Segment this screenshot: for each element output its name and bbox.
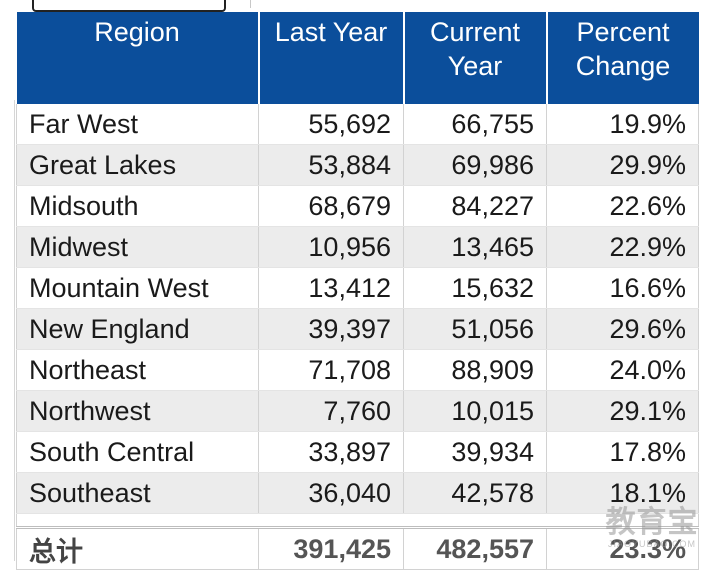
header-last-year: Last Year — [257, 12, 404, 104]
left-border-line — [14, 100, 15, 561]
table-row: Mountain West 13,412 15,632 16.6% — [16, 267, 699, 309]
total-label: 总计 — [16, 526, 259, 570]
cell-current-year: 51,056 — [403, 308, 547, 350]
total-current-year: 482,557 — [403, 526, 547, 570]
table-row: Far West 55,692 66,755 19.9% — [16, 104, 699, 145]
cell-percent-change: 16.6% — [546, 267, 699, 309]
cell-current-year: 15,632 — [403, 267, 547, 309]
cell-region: Midwest — [16, 226, 259, 268]
cell-current-year: 10,015 — [403, 390, 547, 432]
cell-percent-change: 29.1% — [546, 390, 699, 432]
header-row: Region Last Year Current Year Percent Ch… — [16, 12, 699, 104]
cell-last-year: 55,692 — [258, 104, 404, 145]
table-body: Far West 55,692 66,755 19.9% Great Lakes 53,8… — [16, 104, 699, 528]
cell-current-year: 39,934 — [403, 431, 547, 473]
cell-last-year: 68,679 — [258, 185, 404, 227]
cell-region: Southeast — [16, 472, 259, 514]
cell-last-year: 36,040 — [258, 472, 404, 514]
cell-current-year: 88,909 — [403, 349, 547, 391]
cell-region: South Central — [16, 431, 259, 473]
cell-region: Mountain West — [16, 267, 259, 309]
header-percent-change: Percent Change — [545, 12, 699, 104]
cell-current-year: 13,465 — [403, 226, 547, 268]
table-row: Northwest 7,760 10,015 29.1% — [16, 390, 699, 432]
cell-region: Midsouth — [16, 185, 259, 227]
cell-current-year: 69,986 — [403, 144, 547, 186]
cell-last-year: 39,397 — [258, 308, 404, 350]
header-region: Region — [16, 12, 259, 104]
divider — [250, 0, 251, 8]
table-row: New England 39,397 51,056 29.6% — [16, 308, 699, 350]
table-row: South Central 33,897 39,934 17.8% — [16, 431, 699, 473]
cell-region: Far West — [16, 104, 259, 145]
regional-sales-table: Region Last Year Current Year Percent Ch… — [16, 12, 699, 570]
total-percent-change: 23.3% — [546, 526, 699, 570]
cell-current-year: 84,227 — [403, 185, 547, 227]
cell-percent-change: 18.1% — [546, 472, 699, 514]
cell-last-year: 10,956 — [258, 226, 404, 268]
cell-percent-change: 19.9% — [546, 104, 699, 145]
cell-percent-change: 17.8% — [546, 431, 699, 473]
top-input-box[interactable] — [32, 0, 226, 12]
cell-percent-change: 24.0% — [546, 349, 699, 391]
cell-region: Great Lakes — [16, 144, 259, 186]
cell-region: New England — [16, 308, 259, 350]
cell-last-year: 7,760 — [258, 390, 404, 432]
table-row: Northeast 71,708 88,909 24.0% — [16, 349, 699, 391]
cell-region: Northeast — [16, 349, 259, 391]
cell-last-year: 71,708 — [258, 349, 404, 391]
cell-last-year: 53,884 — [258, 144, 404, 186]
cell-last-year: 33,897 — [258, 431, 404, 473]
header-current-year: Current Year — [402, 12, 547, 104]
cell-percent-change: 29.6% — [546, 308, 699, 350]
cell-last-year: 13,412 — [258, 267, 404, 309]
spacer-cell — [16, 513, 699, 528]
cell-current-year: 66,755 — [403, 104, 547, 145]
total-row: 总计 391,425 482,557 23.3% — [16, 526, 699, 570]
cell-percent-change: 22.6% — [546, 185, 699, 227]
table-row: Midwest 10,956 13,465 22.9% — [16, 226, 699, 268]
table-row: Great Lakes 53,884 69,986 29.9% — [16, 144, 699, 186]
total-last-year: 391,425 — [258, 526, 404, 570]
table-row: Midsouth 68,679 84,227 22.6% — [16, 185, 699, 227]
table-row: Southeast 36,040 42,578 18.1% — [16, 472, 699, 514]
cell-percent-change: 22.9% — [546, 226, 699, 268]
cell-percent-change: 29.9% — [546, 144, 699, 186]
cell-current-year: 42,578 — [403, 472, 547, 514]
spacer-row — [16, 513, 699, 528]
cell-region: Northwest — [16, 390, 259, 432]
